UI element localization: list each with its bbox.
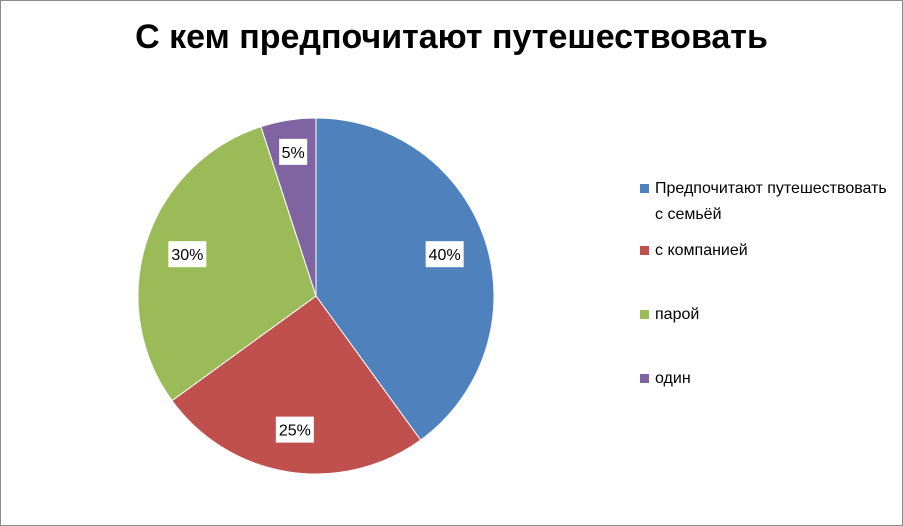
chart-title: С кем предпочитают путешествовать bbox=[135, 18, 768, 56]
legend-swatch bbox=[640, 374, 649, 383]
legend-item-3: один bbox=[640, 366, 691, 392]
data-label-2: 30% bbox=[168, 241, 207, 268]
svg-text:5%: 5% bbox=[282, 145, 305, 162]
pie-slice-1 bbox=[171, 295, 422, 475]
pie-slice-2 bbox=[137, 126, 317, 402]
svg-text:30%: 30% bbox=[171, 247, 203, 264]
legend-label: Предпочитают путешествовать с семьёй bbox=[655, 180, 887, 223]
legend-label: парой bbox=[655, 306, 700, 323]
legend-item-2: парой bbox=[640, 302, 699, 328]
data-label-0: 40% bbox=[425, 241, 464, 268]
legend-item-1: с компанией bbox=[640, 238, 748, 264]
legend-swatch bbox=[640, 184, 649, 193]
legend-item-0: Предпочитают путешествовать с семьёй bbox=[640, 176, 890, 228]
legend-swatch bbox=[640, 310, 649, 319]
legend-label: с компанией bbox=[655, 242, 748, 259]
pie-slice-0 bbox=[315, 117, 495, 441]
legend-label: один bbox=[655, 370, 691, 387]
svg-text:40%: 40% bbox=[429, 247, 461, 264]
data-label-1: 25% bbox=[275, 416, 314, 443]
svg-text:25%: 25% bbox=[279, 423, 311, 440]
data-label-3: 5% bbox=[279, 138, 308, 165]
legend-swatch bbox=[640, 246, 649, 255]
